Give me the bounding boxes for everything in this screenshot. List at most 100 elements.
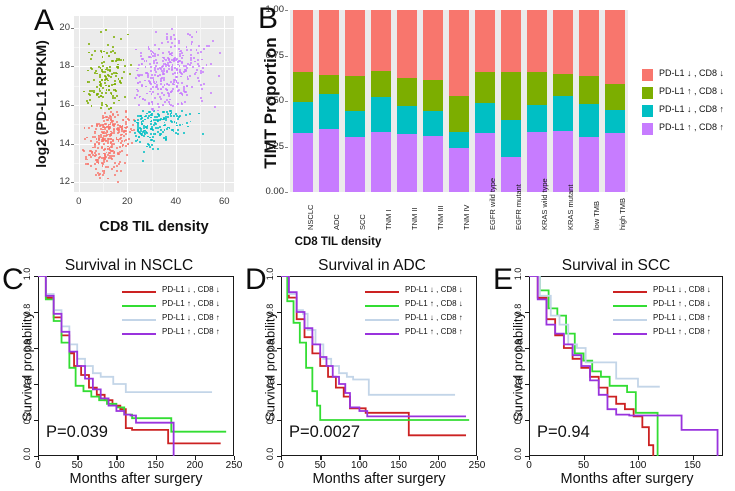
scatter-point (136, 139, 139, 142)
legend-item: PD-L1 ↓ , CD8 ↓ (613, 285, 733, 299)
scatter-point (180, 50, 183, 53)
scatter-point (99, 135, 102, 138)
scatter-point (111, 59, 114, 62)
scatter-point (154, 73, 157, 76)
y-tick-label: 0.75 (265, 49, 285, 61)
scatter-point (158, 106, 160, 109)
scatter-point (169, 60, 172, 63)
legend-label: PD-L1 ↑ , CD8 ↓ (405, 299, 463, 308)
scatter-point (168, 110, 171, 113)
scatter-point (141, 116, 143, 119)
scatter-point (94, 152, 97, 155)
scatter-point (140, 123, 143, 126)
scatter-point (101, 164, 104, 167)
gridline-vertical (224, 16, 226, 192)
scatter-point (96, 161, 99, 164)
scatter-point (163, 100, 166, 103)
legend-swatch (642, 69, 653, 81)
scatter-point (93, 142, 96, 145)
scatter-point (87, 163, 90, 165)
scatter-point (93, 71, 96, 74)
scatter-point (169, 80, 172, 83)
scatter-point (114, 89, 117, 92)
scatter-point (185, 122, 188, 125)
scatter-point (147, 56, 150, 59)
legend-label: PD-L1 ↑ , CD8 ↑ (405, 327, 463, 336)
panel-e-y-axis-label: Survival propability (510, 311, 526, 422)
panel-a-plot-area (74, 16, 234, 192)
y-tick-mark (34, 384, 38, 386)
scatter-point (151, 55, 154, 57)
scatter-point (181, 94, 184, 97)
scatter-point (102, 60, 105, 63)
scatter-point (109, 146, 112, 149)
panel-c-curves (38, 276, 227, 456)
scatter-point (177, 63, 180, 66)
scatter-point (166, 110, 169, 113)
scatter-point (169, 98, 172, 101)
scatter-point (160, 65, 163, 68)
scatter-point (108, 75, 110, 78)
scatter-point (113, 88, 116, 91)
legend-label: PD-L1 ↓ , CD8 ↓ (653, 285, 711, 294)
scatter-point (110, 91, 113, 94)
y-tick-mark (525, 456, 529, 458)
scatter-point (127, 138, 130, 141)
scatter-point (173, 81, 176, 83)
scatter-point (144, 79, 146, 82)
scatter-point (156, 103, 159, 105)
scatter-point (163, 136, 166, 139)
scatter-point (149, 56, 152, 58)
x-tick-mark (529, 456, 531, 460)
scatter-point (106, 131, 109, 133)
scatter-point (171, 42, 174, 45)
scatter-point (108, 116, 110, 119)
x-tick-label: 200 (429, 460, 447, 471)
scatter-point (167, 61, 170, 64)
scatter-point (91, 125, 93, 128)
scatter-point (199, 71, 202, 74)
legend-item: PD-L1 ↓ , CD8 ↓ (642, 68, 735, 83)
legend-item: PD-L1 ↑ , CD8 ↑ (122, 327, 242, 341)
scatter-point (107, 145, 110, 148)
scatter-point (166, 33, 169, 35)
scatter-point (96, 86, 99, 89)
bar-segment (552, 10, 574, 74)
scatter-point (163, 84, 166, 86)
scatter-point (191, 86, 194, 89)
scatter-point (109, 75, 112, 78)
scatter-point (147, 74, 149, 77)
scatter-point (182, 87, 185, 90)
y-tick-mark (34, 456, 38, 458)
y-tick-mark (525, 348, 529, 350)
scatter-point (179, 115, 181, 118)
scatter-point (100, 140, 103, 143)
scatter-point (182, 86, 185, 88)
scatter-point (123, 95, 126, 98)
scatter-point (156, 126, 159, 129)
bar-segment (474, 10, 496, 72)
scatter-point (176, 114, 179, 117)
scatter-point (105, 84, 107, 87)
panel-e-legend: PD-L1 ↓ , CD8 ↓ PD-L1 ↑ , CD8 ↓ PD-L1 ↓ , … (613, 285, 733, 341)
scatter-point (105, 123, 107, 126)
scatter-point (95, 128, 98, 131)
scatter-point (176, 75, 179, 78)
scatter-point (105, 91, 107, 94)
scatter-point (114, 83, 117, 86)
scatter-point (168, 64, 170, 67)
scatter-point (90, 58, 93, 61)
x-tick-label: 50 (71, 460, 83, 471)
bar-segment (578, 103, 600, 138)
scatter-point (175, 80, 178, 83)
scatter-point (176, 72, 179, 75)
x-tick-mark (116, 456, 118, 460)
scatter-point (172, 105, 175, 108)
scatter-point (214, 106, 216, 109)
scatter-point (164, 119, 167, 122)
scatter-point (163, 93, 166, 96)
scatter-point (159, 96, 162, 99)
x-tick-mark (583, 456, 585, 460)
scatter-point (89, 156, 92, 159)
scatter-point (149, 116, 152, 119)
